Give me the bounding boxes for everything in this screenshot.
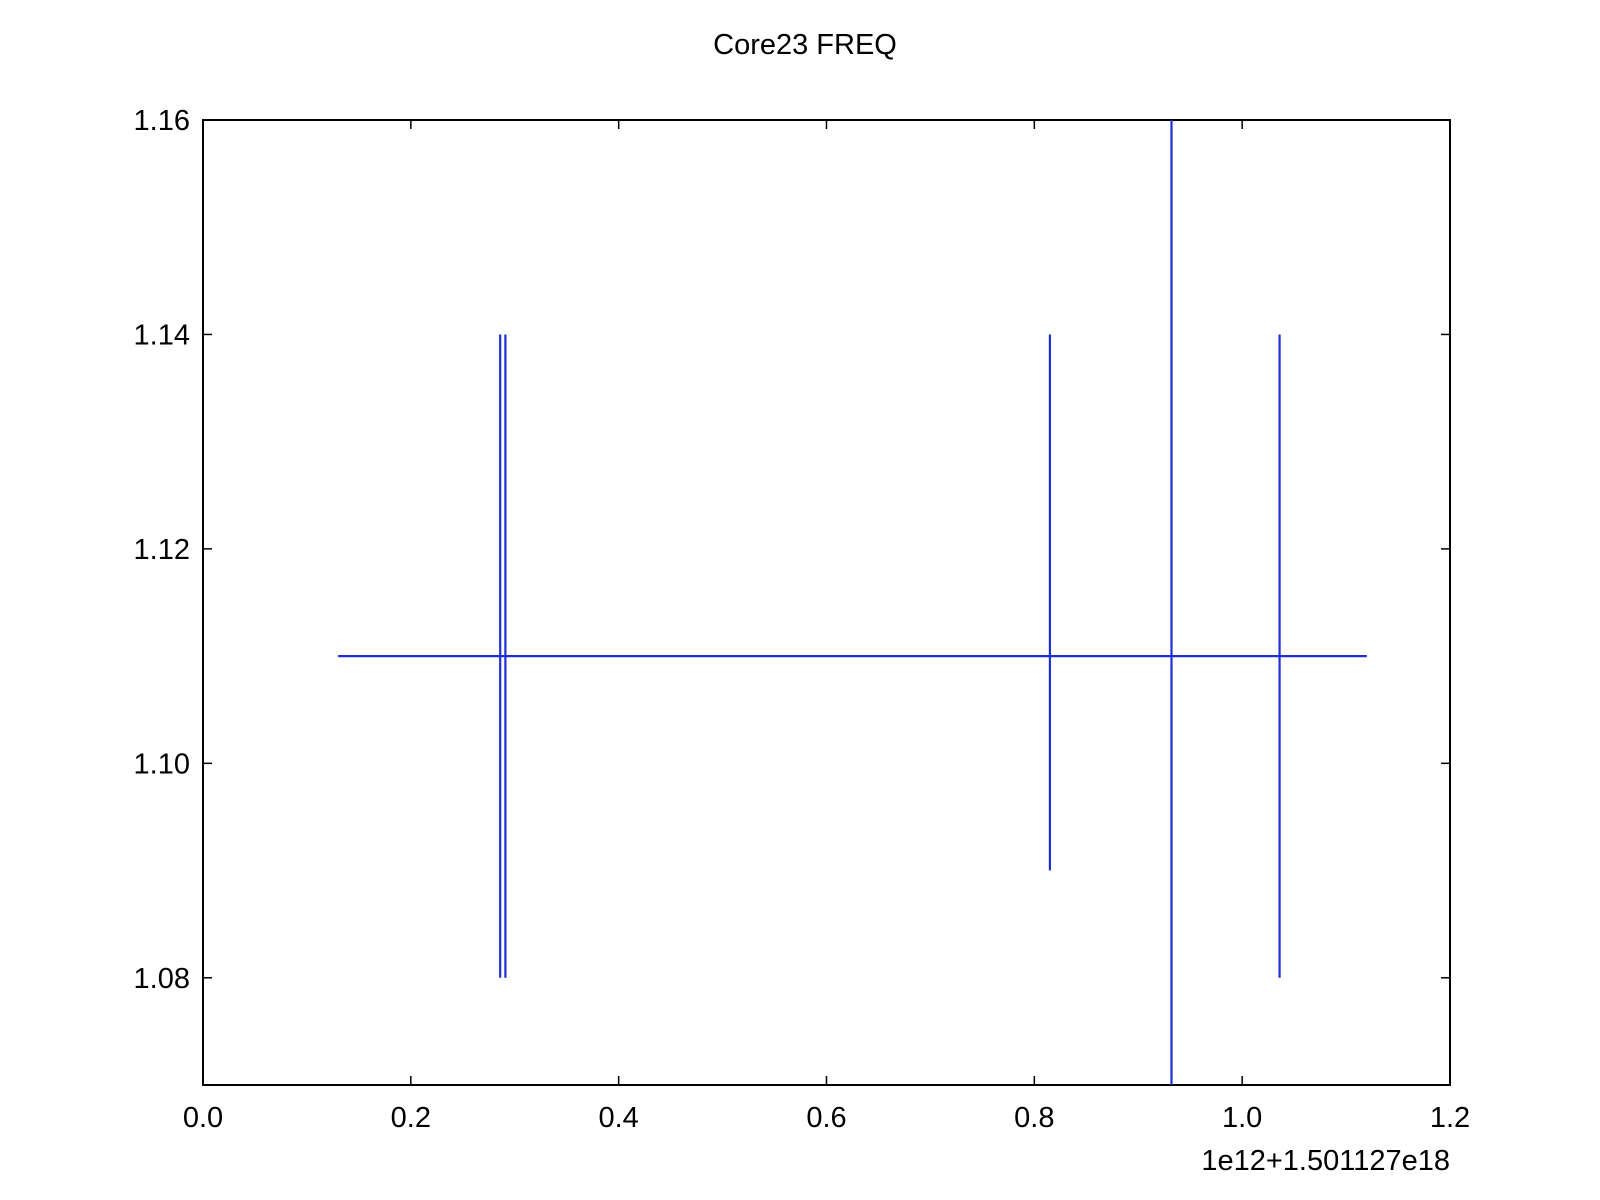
x-tick-label: 1.2 [1430, 1102, 1470, 1134]
y-axis: 1.08 1.10 1.12 1.14 1.16 [134, 105, 1450, 995]
x-tick-label: 0.4 [599, 1102, 639, 1134]
x-tick-label: 0.2 [391, 1102, 431, 1134]
y-tick-label: 1.10 [134, 748, 190, 780]
chart-title: Core23 FREQ [713, 29, 897, 61]
x-axis: 0.0 0.2 0.4 0.6 0.8 1.0 1.2 [183, 120, 1470, 1134]
x-tick-label: 1.0 [1222, 1102, 1262, 1134]
x-tick-label: 0.6 [806, 1102, 846, 1134]
y-tick-label: 1.16 [134, 105, 190, 137]
x-tick-label: 0.8 [1014, 1102, 1054, 1134]
x-axis-offset-label: 1e12+1.501127e18 [1201, 1145, 1450, 1177]
plot-frame [202, 119, 1451, 1086]
series-layer [338, 120, 1367, 1085]
y-tick-label: 1.08 [134, 963, 190, 995]
y-tick-label: 1.12 [134, 534, 190, 566]
x-tick-label: 0.0 [183, 1102, 223, 1134]
y-tick-label: 1.14 [134, 319, 190, 351]
plot-border [202, 119, 1451, 1086]
